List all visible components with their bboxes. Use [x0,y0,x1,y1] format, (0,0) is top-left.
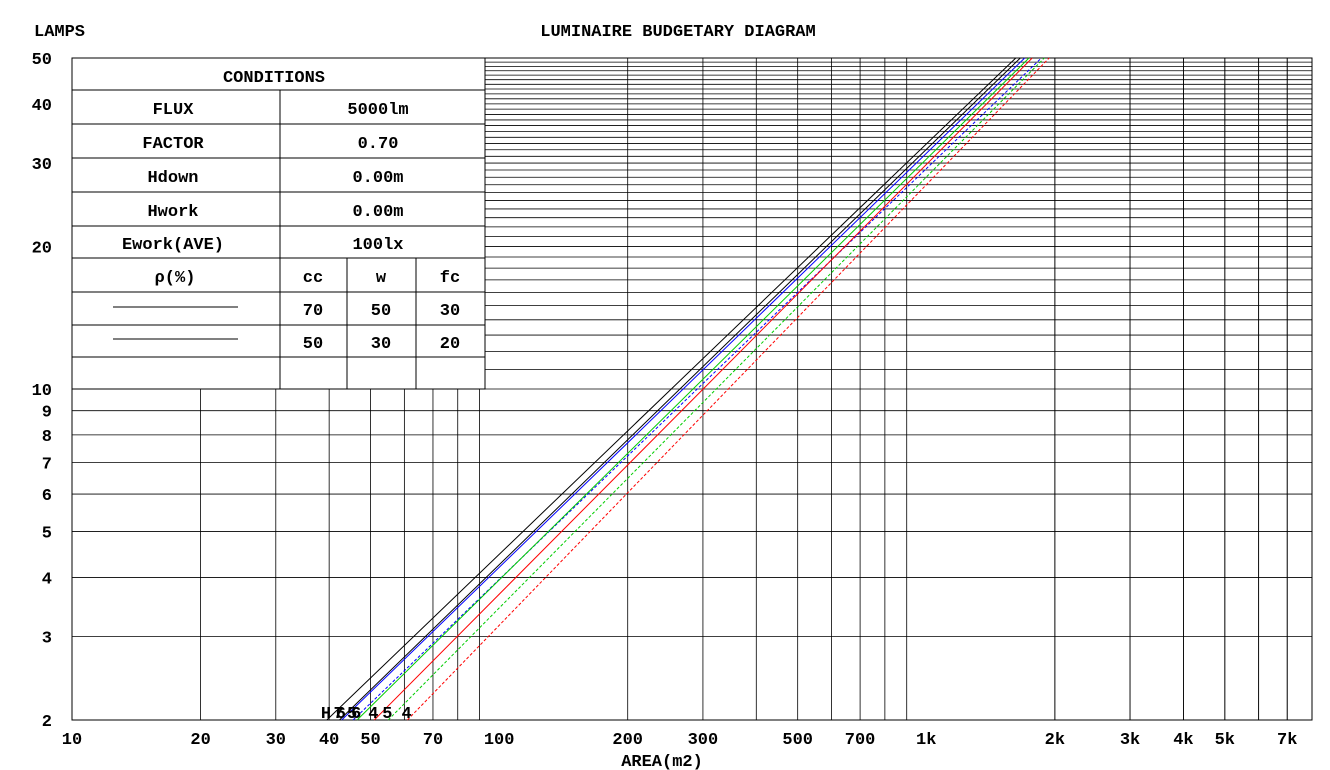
factor-value: 0.70 [358,135,399,154]
y-tick-2: 4 [42,570,52,589]
series-line-5 [373,57,1033,721]
hdown-value: 0.00m [352,169,403,188]
hdown-label: Hdown [147,169,198,188]
chart-title: LUMINAIRE BUDGETARY DIAGRAM [540,23,815,42]
rho-row2-w: 30 [371,335,391,354]
x-tick-10: 700 [845,731,876,750]
series-label-4: 6 [351,705,361,724]
x-tick-9: 500 [782,731,813,750]
series-line-1 [339,57,1021,721]
series-label-5: 4 [368,705,378,724]
rho-header-w: w [376,269,387,288]
y-tick-8: 10 [32,382,52,401]
x-tick-1: 20 [190,731,210,750]
rho-row1-w: 50 [371,302,391,321]
series-label-7: 4 [401,705,411,724]
y-tick-0: 2 [42,713,52,732]
series-label-2: 6 [336,705,346,724]
rho-row1-cc: 70 [303,302,323,321]
flux-label: FLUX [153,101,195,120]
y-tick-5: 7 [42,455,52,474]
hwork-label: Hwork [147,203,198,222]
series-line-2 [341,57,1026,721]
ework-value: 100lx [352,236,403,255]
x-tick-15: 5k [1215,731,1235,750]
series-label-1: 7 [334,705,344,724]
series-line-0 [326,57,1017,721]
series-label-0: H [321,705,331,724]
x-tick-6: 100 [484,731,515,750]
rho-row2-cc: 50 [303,335,323,354]
factor-label: FACTOR [142,135,204,154]
rho-label: ρ(%) [155,269,196,288]
x-tick-14: 4k [1173,731,1193,750]
conditions-table: CONDITIONS FLUX 5000lm FACTOR 0.70 Hdown… [71,57,486,390]
series-lines [326,57,1050,721]
series-label-3: 5 [347,705,357,724]
x-tick-13: 3k [1120,731,1140,750]
x-tick-12: 2k [1045,731,1065,750]
x-tick-2: 30 [266,731,286,750]
series-line-6 [387,57,1045,721]
x-axis-label: AREA(m2) [621,753,703,770]
x-tick-11: 1k [916,731,936,750]
x-tick-5: 70 [423,731,443,750]
rho-row2-fc: 20 [440,335,460,354]
rho-row1-fc: 30 [440,302,460,321]
y-tick-12: 50 [32,51,52,70]
x-tick-labels: 10 20 30 40 50 70 100 200 300 500 700 1k 2k 3k 4k 5k 7k [62,731,1298,750]
hwork-value: 0.00m [352,203,403,222]
y-tick-labels: 2 3 4 5 6 7 8 9 10 20 30 40 50 [32,51,52,732]
series-label-6: 5 [382,705,392,724]
x-tick-8: 300 [688,731,719,750]
rho-header-fc: fc [440,269,460,288]
ework-label: Ework(AVE) [122,236,224,255]
y-tick-9: 20 [32,239,52,258]
conditions-heading: CONDITIONS [223,69,325,88]
x-tick-0: 10 [62,731,82,750]
y-tick-1: 3 [42,630,52,649]
x-tick-7: 200 [612,731,643,750]
rho-header-cc: cc [303,269,323,288]
y-tick-6: 8 [42,428,52,447]
y-tick-7: 9 [42,404,52,423]
x-tick-3: 40 [319,731,339,750]
series-line-4 [356,57,1030,721]
y-tick-3: 5 [42,525,52,544]
x-tick-4: 50 [360,731,380,750]
y-tick-10: 30 [32,156,52,175]
flux-value: 5000lm [347,101,408,120]
y-tick-4: 6 [42,487,52,506]
series-markers: H 76 56 4 5 4 [321,705,412,724]
y-axis-label: LAMPS [34,23,85,42]
x-tick-16: 7k [1277,731,1297,750]
series-line-7 [407,57,1050,721]
series-line-3 [352,57,1042,721]
y-tick-11: 40 [32,97,52,116]
